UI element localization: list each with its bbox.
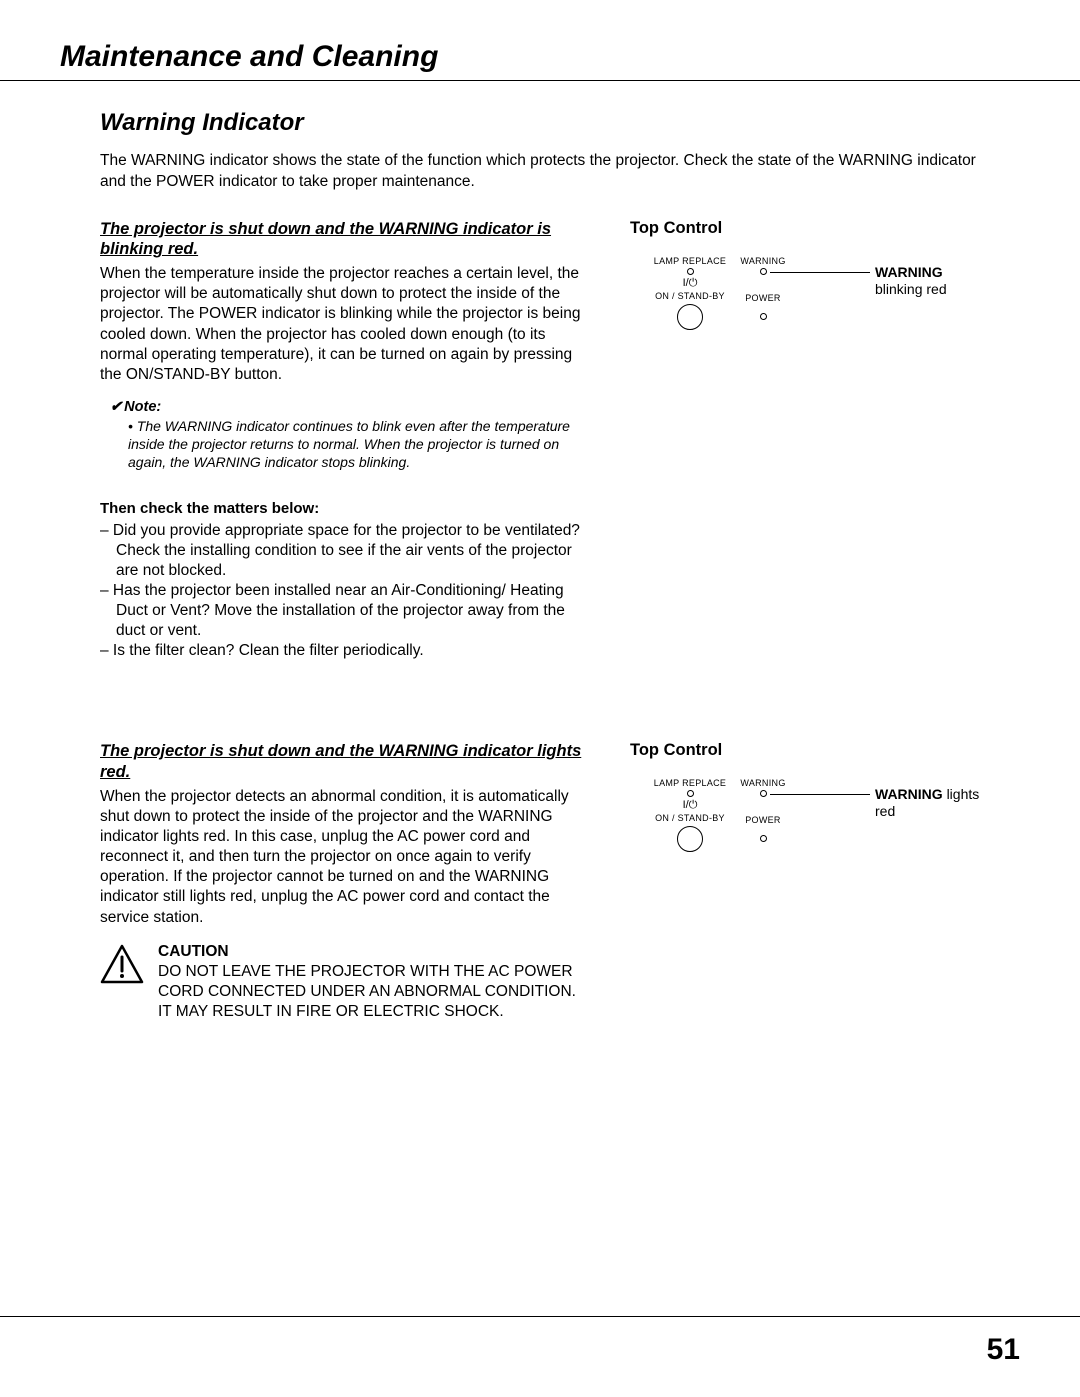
checklist: – Did you provide appropriate space for … — [100, 521, 590, 662]
note-label: Note: — [110, 399, 590, 415]
standby-button-icon — [677, 304, 703, 330]
power-led-icon — [760, 313, 767, 320]
power-led-label: POWER — [735, 293, 791, 303]
footer-rule — [0, 1316, 1080, 1317]
block2-body: When the projector detects an abnormal c… — [100, 787, 590, 928]
caution-label: CAUTION — [158, 942, 590, 962]
lamp-led-icon — [687, 268, 694, 275]
header-rule — [0, 80, 1080, 81]
top-control-title-1: Top Control — [630, 219, 990, 238]
check-label: Then check the matters below: — [100, 500, 590, 517]
warning-led-label: WARNING — [735, 256, 791, 266]
standby-label-2: ON / STAND-BY — [650, 813, 730, 823]
power-led-label-2: POWER — [735, 815, 791, 825]
lamp-replace-label-2: LAMP REPLACE — [650, 778, 730, 788]
check-item-2: – Has the projector been installed near … — [100, 581, 590, 641]
leader-line-2 — [770, 794, 870, 795]
note-body: • The WARNING indicator continues to bli… — [128, 417, 590, 472]
page-header: Maintenance and Cleaning — [60, 40, 1020, 74]
leader-line — [770, 272, 870, 273]
power-symbol-icon: I/⏻ — [650, 277, 730, 290]
power-led-icon-2 — [760, 835, 767, 842]
warning-led-icon-2 — [760, 790, 767, 797]
standby-label: ON / STAND-BY — [650, 291, 730, 301]
callout-warning-2: WARNING — [875, 786, 943, 802]
standby-button-icon-2 — [677, 826, 703, 852]
caution-icon — [100, 944, 144, 1023]
control-diagram-2: LAMP REPLACE I/⏻ ON / STAND-BY WARNING P… — [630, 778, 990, 888]
intro-text: The WARNING indicator shows the state of… — [100, 151, 990, 193]
lamp-led-icon-2 — [687, 790, 694, 797]
top-control-title-2: Top Control — [630, 741, 990, 760]
lamp-replace-label: LAMP REPLACE — [650, 256, 730, 266]
block1-body: When the temperature inside the projecto… — [100, 264, 590, 385]
check-item-1: – Did you provide appropriate space for … — [100, 521, 590, 581]
caution-body: DO NOT LEAVE THE PROJECTOR WITH THE AC P… — [158, 963, 576, 1020]
callout-status-1: blinking red — [875, 281, 947, 297]
check-item-3: – Is the filter clean? Clean the filter … — [100, 641, 590, 661]
power-symbol-icon-2: I/⏻ — [650, 799, 730, 812]
callout-warning-1: WARNING — [875, 264, 943, 280]
block2-heading: The projector is shut down and the WARNI… — [100, 741, 590, 782]
section-title: Warning Indicator — [100, 109, 990, 137]
warning-led-icon — [760, 268, 767, 275]
block1-heading: The projector is shut down and the WARNI… — [100, 219, 590, 260]
control-diagram-1: LAMP REPLACE I/⏻ ON / STAND-BY WARNING P… — [630, 256, 990, 366]
warning-led-label-2: WARNING — [735, 778, 791, 788]
page-number: 51 — [987, 1333, 1020, 1367]
